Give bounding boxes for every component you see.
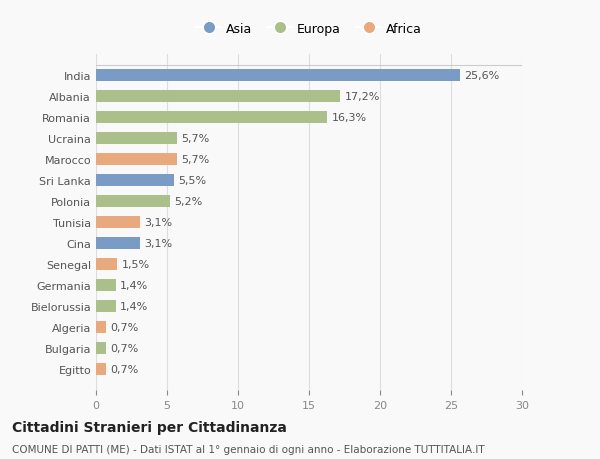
Text: 0,7%: 0,7% [110, 364, 139, 374]
Text: 1,4%: 1,4% [120, 302, 148, 311]
Bar [96, 238, 140, 249]
Bar [96, 133, 177, 145]
Bar [96, 70, 460, 82]
Bar [96, 112, 328, 123]
Bar [96, 301, 116, 312]
Text: 5,7%: 5,7% [181, 155, 209, 165]
Bar [96, 322, 106, 333]
Text: 1,4%: 1,4% [120, 280, 148, 291]
Bar [96, 280, 116, 291]
Text: 5,5%: 5,5% [178, 176, 206, 186]
Text: 25,6%: 25,6% [464, 71, 499, 81]
Text: 3,1%: 3,1% [144, 218, 172, 228]
Text: 16,3%: 16,3% [332, 113, 367, 123]
Text: COMUNE DI PATTI (ME) - Dati ISTAT al 1° gennaio di ogni anno - Elaborazione TUTT: COMUNE DI PATTI (ME) - Dati ISTAT al 1° … [12, 444, 485, 454]
Legend: Asia, Europa, Africa: Asia, Europa, Africa [191, 18, 427, 41]
Bar [96, 342, 106, 354]
Bar [96, 175, 174, 186]
Text: 5,7%: 5,7% [181, 134, 209, 144]
Bar [96, 259, 118, 270]
Text: 17,2%: 17,2% [344, 92, 380, 102]
Text: 3,1%: 3,1% [144, 239, 172, 248]
Bar [96, 154, 177, 166]
Text: 0,7%: 0,7% [110, 343, 139, 353]
Text: 5,2%: 5,2% [174, 197, 202, 207]
Bar [96, 217, 140, 229]
Text: Cittadini Stranieri per Cittadinanza: Cittadini Stranieri per Cittadinanza [12, 420, 287, 434]
Bar [96, 364, 106, 375]
Text: 1,5%: 1,5% [122, 259, 149, 269]
Bar [96, 91, 340, 103]
Bar [96, 196, 170, 207]
Text: 0,7%: 0,7% [110, 322, 139, 332]
